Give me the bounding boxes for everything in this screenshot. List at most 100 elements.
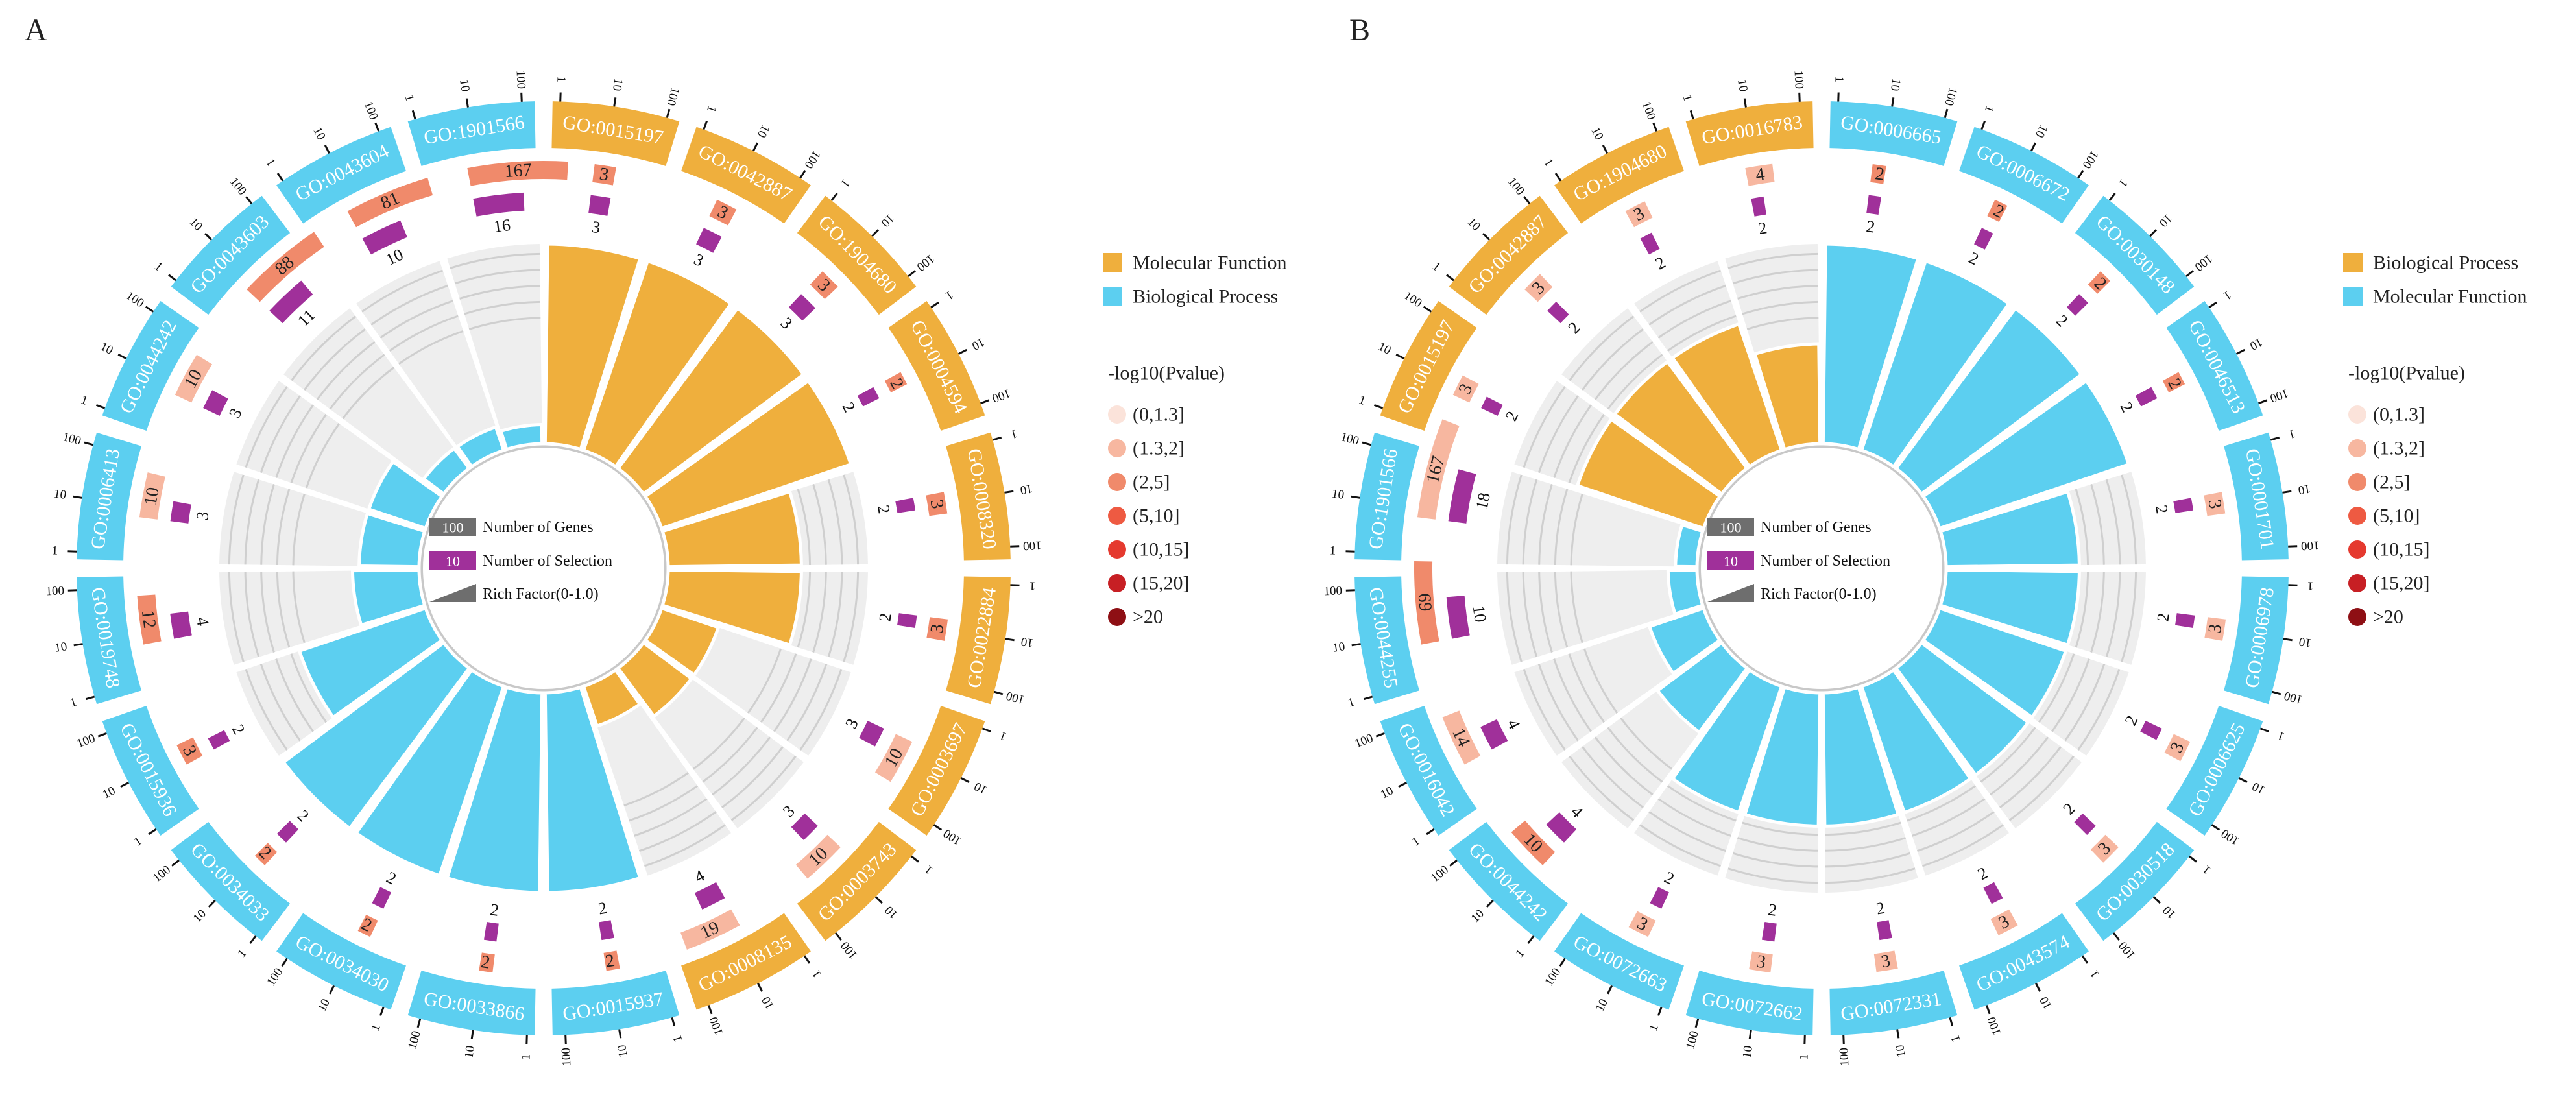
genes-bar-b-7	[2090, 834, 2119, 863]
selection-value-b-6: 2	[2121, 712, 2142, 728]
axis-tick-b-15-0	[1345, 550, 1355, 553]
axis-tick-a-0-0	[559, 92, 562, 102]
pvalue-label-a-2: (2,5]	[1133, 472, 1170, 493]
rich-sector-b-12	[1655, 640, 1750, 735]
genes-value-b-15: 167	[1423, 454, 1449, 485]
rich-grid-b-10-5	[1727, 867, 1818, 884]
rich-grid-a-8-4	[639, 811, 717, 852]
pvalue-label-b-0: (0,1.3]	[2373, 404, 2425, 426]
pvalue-label-b-1: (1.3,2]	[2373, 438, 2425, 459]
rich-sector-b-13	[1647, 606, 1722, 676]
axis-tick-a-15-1	[73, 495, 82, 499]
axis-tick-b-7-2	[2112, 932, 2120, 941]
axis-tick-label-a-18-2: 100	[361, 100, 381, 122]
selection-value-b-7: 2	[2060, 799, 2079, 819]
selection-value-a-0: 3	[590, 217, 601, 237]
selection-bar-b-16	[1481, 396, 1503, 416]
genes-bar-b-16	[1452, 375, 1479, 403]
rich-sector-b-16	[1575, 416, 1722, 531]
pvalue-legend-title-b: -log10(Pvalue)	[2348, 363, 2465, 384]
rich-sector-a-3	[643, 378, 853, 531]
rich-grid-b-16-4	[1537, 395, 1579, 473]
axis-tick-label-b-19-0: 1	[1679, 93, 1694, 103]
pvalue-label-a-3: (5,10]	[1133, 505, 1179, 527]
axis-tick-label-a-0-0: 1	[554, 76, 568, 82]
rich-sector-b-19	[1752, 342, 1822, 452]
center-genes-key-text-a: 100	[442, 520, 464, 536]
selection-bar-a-12	[276, 821, 299, 843]
rich-grid-a-4-5	[843, 474, 860, 565]
axis-tick-a-1-1	[752, 142, 758, 152]
axis-tick-b-4-1	[2282, 490, 2292, 494]
rich-grid-a-14-1	[292, 571, 306, 644]
axis-tick-label-b-19-2: 100	[1792, 70, 1806, 89]
center-genes-label-a: Number of Genes	[483, 519, 594, 536]
rich-grid-a-13-2	[290, 653, 328, 723]
axis-tick-label-a-5-2: 100	[1005, 688, 1026, 706]
axis-tick-b-10-1	[1748, 1030, 1752, 1039]
axis-tick-label-b-12-0: 1	[1513, 947, 1527, 960]
axis-tick-a-11-2	[281, 958, 288, 967]
rich-sector-a-2	[616, 306, 806, 496]
rich-grid-b-18-2	[1667, 315, 1737, 352]
axis-tick-b-6-0	[2259, 727, 2270, 733]
rich-grid-a-19-1	[468, 317, 541, 330]
axis-tick-b-18-2	[1652, 122, 1658, 132]
legend-a: Molecular Function Biological Process -log…	[1103, 252, 1286, 628]
rich-grid-b-11-3	[1657, 798, 1731, 837]
selection-value-b-1: 2	[1966, 248, 1981, 269]
rich-grid-a-18-1	[398, 330, 464, 365]
axis-tick-label-b-14-0: 1	[1347, 695, 1356, 710]
selection-value-b-13: 4	[1504, 716, 1524, 732]
go-segment-a-10	[407, 971, 536, 1035]
axis-tick-label-a-9-2: 100	[559, 1047, 573, 1066]
selection-value-a-8: 4	[692, 866, 708, 887]
axis-tick-label-a-13-1: 10	[101, 784, 118, 801]
rich-grid-b-19-4	[1732, 269, 1818, 285]
selection-bar-b-18	[1640, 232, 1660, 255]
genes-bar-b-19	[1745, 163, 1775, 186]
selection-bar-b-4	[2173, 498, 2194, 513]
genes-value-b-19: 4	[1754, 164, 1766, 186]
axis-tick-label-b-13-2: 100	[1353, 731, 1375, 751]
genes-bar-a-18	[347, 178, 433, 228]
rich-grid-a-19-4	[454, 269, 540, 285]
axis-tick-b-6-2	[2211, 824, 2221, 831]
rich-sector-b-5	[1938, 568, 2081, 647]
rich-grid-a-6-2	[760, 653, 797, 723]
rich-grid-b-4-2	[2075, 489, 2089, 566]
selection-value-b-10: 2	[1767, 900, 1778, 920]
rich-grid-a-16-3	[275, 404, 314, 478]
selection-value-a-16: 3	[225, 405, 246, 421]
pvalue-label-b-4: (10,15]	[2373, 539, 2429, 561]
axis-tick-label-a-4-1: 10	[1019, 481, 1033, 497]
axis-tick-a-5-0	[1010, 584, 1020, 586]
axis-tick-b-12-1	[1486, 899, 1494, 908]
axis-tick-a-2-1	[871, 229, 880, 237]
axis-tick-label-a-4-2: 100	[1022, 538, 1041, 553]
axis-tick-label-b-0-2: 100	[1942, 86, 1960, 107]
rich-grid-a-18-3	[379, 300, 453, 339]
rich-sector-b-8	[1859, 668, 1973, 815]
genes-bar-a-8	[680, 909, 740, 950]
selection-bar-a-18	[362, 220, 407, 255]
pvalue-swatch-a-2	[1108, 473, 1126, 491]
axis-tick-a-13-1	[120, 782, 129, 788]
genes-value-b-14: 69	[1414, 592, 1436, 612]
rich-grid-b-6-2	[2038, 653, 2075, 723]
selection-value-a-18: 10	[383, 245, 406, 269]
legend-label-a-1: Biological Process	[1133, 286, 1278, 308]
rich-grid-a-8-3	[634, 798, 708, 837]
genes-bar-a-2	[810, 271, 838, 300]
axis-tick-label-a-11-1: 10	[315, 996, 333, 1013]
rich-grid-a-14-3	[260, 572, 275, 653]
genes-bar-a-17	[247, 232, 324, 302]
rich-sector-b-11	[1670, 668, 1784, 815]
rich-sector-a-12	[281, 640, 472, 831]
axis-tick-a-0-1	[613, 97, 617, 107]
genes-bar-b-14	[1414, 561, 1439, 645]
axis-tick-label-b-3-1: 10	[2248, 335, 2265, 352]
axis-tick-b-16-1	[1395, 354, 1405, 360]
rich-grid-b-5-3	[2090, 572, 2105, 653]
axis-tick-label-b-6-2: 100	[2219, 826, 2241, 848]
